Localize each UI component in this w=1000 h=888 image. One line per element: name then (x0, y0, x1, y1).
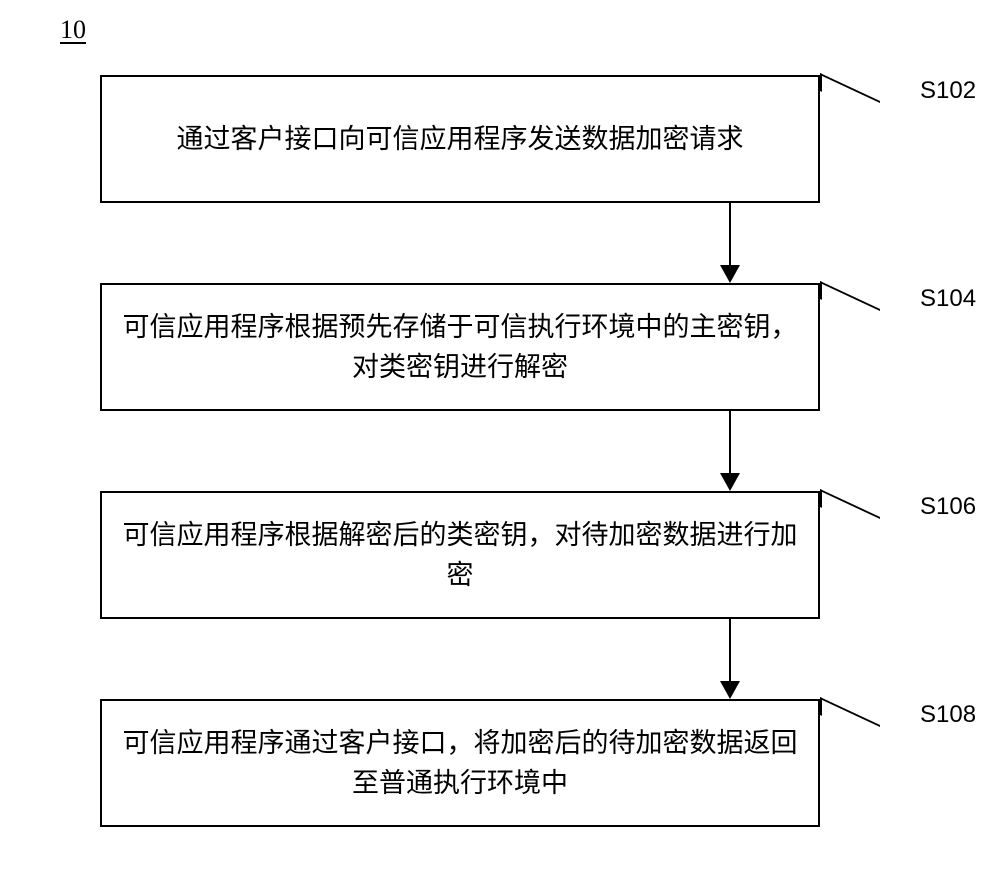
flow-step: 可信应用程序根据解密后的类密钥，对待加密数据进行加密 (100, 491, 820, 619)
flow-step-text: 可信应用程序根据解密后的类密钥，对待加密数据进行加密 (122, 515, 798, 596)
step-label: S102 (920, 77, 976, 105)
flow-step-text: 可信应用程序通过客户接口，将加密后的待加密数据返回至普通执行环境中 (122, 723, 798, 804)
step-label-leader (820, 73, 880, 119)
flow-step: 通过客户接口向可信应用程序发送数据加密请求 (100, 75, 820, 203)
step-label: S106 (920, 493, 976, 521)
step-label: S108 (920, 701, 976, 729)
flow-step-text: 可信应用程序根据预先存储于可信执行环境中的主密钥，对类密钥进行解密 (122, 307, 798, 388)
figure-number: 10 (60, 15, 86, 45)
step-label-leader (820, 697, 880, 743)
step-label-leader (820, 281, 880, 327)
step-label-leader (820, 489, 880, 535)
step-label: S104 (920, 285, 976, 313)
flow-step: 可信应用程序根据预先存储于可信执行环境中的主密钥，对类密钥进行解密 (100, 283, 820, 411)
flow-step: 可信应用程序通过客户接口，将加密后的待加密数据返回至普通执行环境中 (100, 699, 820, 827)
flow-step-text: 通过客户接口向可信应用程序发送数据加密请求 (177, 119, 744, 160)
